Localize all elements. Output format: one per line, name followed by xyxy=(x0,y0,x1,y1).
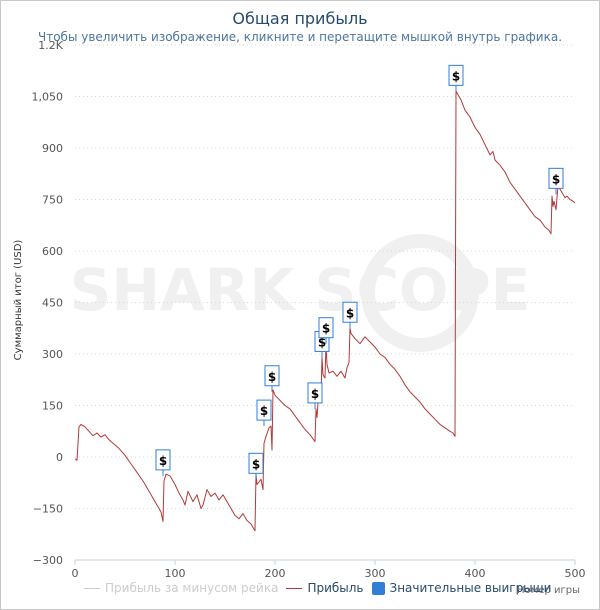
marker-flag xyxy=(548,167,564,189)
x-tick-label: 100 xyxy=(165,567,186,580)
significant-win-marker[interactable]: $ xyxy=(155,449,171,476)
marker-flag xyxy=(307,382,323,404)
grid-lines xyxy=(75,44,575,561)
marker-dollar-icon: $ xyxy=(311,387,319,401)
legend-label-rake: Прибыль за минусом рейка xyxy=(105,581,279,595)
legend-label-wins: Значительные выигрыши xyxy=(389,581,552,595)
chart-subtitle: Чтобы увеличить изображение, кликните и … xyxy=(37,30,563,44)
x-tick-label: 500 xyxy=(565,567,586,580)
significant-win-marker[interactable]: $ xyxy=(342,301,358,329)
significant-wins-layer[interactable]: $ $$$$$$$$$ xyxy=(155,64,564,480)
significant-win-marker[interactable]: $ xyxy=(448,64,464,92)
significant-win-marker[interactable]: $ xyxy=(264,365,280,392)
x-tick-label: 400 xyxy=(465,567,486,580)
marker-dollar-icon: $ xyxy=(260,404,268,418)
legend-line-rake-icon xyxy=(84,587,100,589)
x-tick-label: 300 xyxy=(365,567,386,580)
marker-flag xyxy=(155,449,171,471)
x-tick-label: 200 xyxy=(265,567,286,580)
marker-flag xyxy=(448,64,464,86)
marker-dollar-icon: $ xyxy=(452,69,460,83)
marker-flag xyxy=(318,317,334,339)
chart-title: Общая прибыль xyxy=(232,9,368,28)
y-tick-label: −150 xyxy=(33,503,63,516)
marker-dollar-icon: $ xyxy=(252,457,260,471)
legend: Прибыль за минусом рейка Прибыль Значите… xyxy=(84,580,559,596)
axes xyxy=(74,559,576,565)
y-tick-label: 450 xyxy=(42,297,63,310)
y-tick-label: 300 xyxy=(42,348,63,361)
legend-box-wins-icon xyxy=(371,581,385,595)
significant-win-marker[interactable]: $ xyxy=(548,167,564,195)
marker-flag xyxy=(248,452,264,474)
marker-dollar-icon: $ xyxy=(318,335,326,349)
y-tick-label: 0 xyxy=(56,451,63,464)
significant-win-marker[interactable]: $ xyxy=(307,382,323,409)
marker-flag xyxy=(264,365,280,387)
marker-dollar-icon: $ xyxy=(268,370,276,384)
y-tick-label: −300 xyxy=(33,554,63,567)
legend-label-profit: Прибыль xyxy=(307,581,364,595)
watermark: SHARK SCOPE xyxy=(70,234,531,352)
y-tick-label: 1,050 xyxy=(32,91,64,104)
legend-line-profit-icon xyxy=(286,587,303,589)
marker-flag xyxy=(342,301,358,323)
significant-win-marker[interactable]: $ xyxy=(248,452,264,480)
x-tick-label: 0 xyxy=(72,567,79,580)
legend-item-rake[interactable]: Прибыль за минусом рейка xyxy=(84,581,278,595)
marker-dollar-icon: $ xyxy=(322,322,330,336)
y-tick-label: 1.2K xyxy=(38,39,63,52)
significant-win-marker[interactable]: $ xyxy=(256,399,272,427)
marker-flag xyxy=(256,399,272,421)
significant-win-marker[interactable]: $ xyxy=(318,317,334,344)
series-layer[interactable] xyxy=(74,90,576,532)
marker-dollar-icon: $ xyxy=(552,172,560,186)
marker-dollar-icon: $ xyxy=(159,454,167,468)
watermark-text: SHARK SCOPE xyxy=(70,256,531,324)
x-axis-title: Номер игры xyxy=(517,585,580,596)
y-tick-label: 900 xyxy=(42,142,63,155)
y-tick-label: 150 xyxy=(42,400,63,413)
series-line-profit[interactable] xyxy=(74,90,576,532)
watermark-scope-icon xyxy=(361,234,479,352)
marker-dollar-icon: $ xyxy=(346,306,354,320)
axis-labels: −300 −150 0 150 300 450 600 750 900 1,050 1.2K 0 100… xyxy=(13,39,586,596)
y-axis-title: Суммарный итог (USD) xyxy=(13,240,24,361)
legend-item-profit[interactable]: Прибыль xyxy=(286,581,364,595)
legend-item-wins[interactable]: Значительные выигрыши xyxy=(371,581,552,595)
y-tick-label: 750 xyxy=(42,194,63,207)
y-tick-label: 600 xyxy=(42,245,63,258)
